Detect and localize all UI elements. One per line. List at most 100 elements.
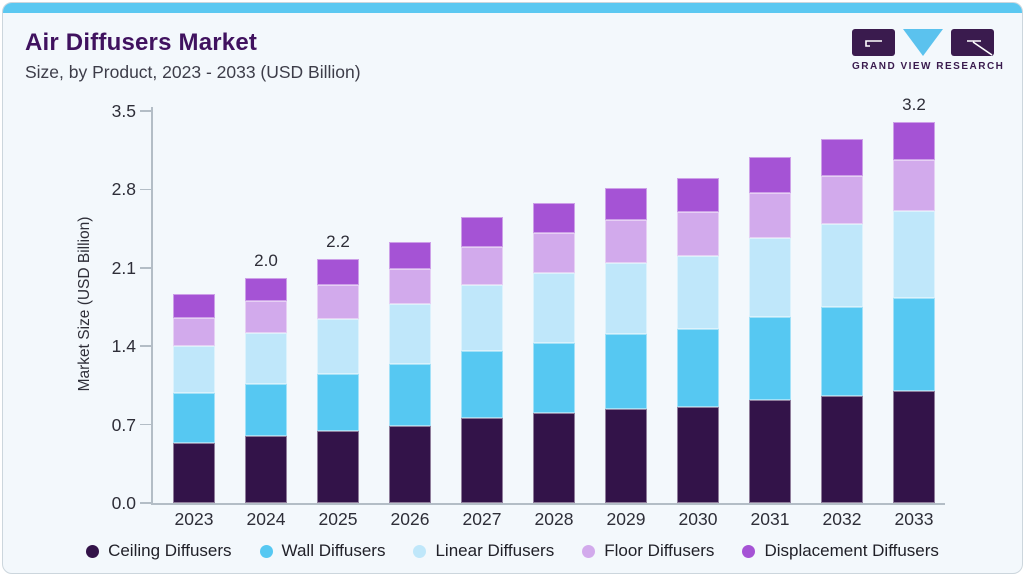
logo-brand-text: GRAND VIEW RESEARCH — [852, 61, 1005, 72]
bar-column-2030 — [662, 89, 734, 503]
bar-column-2033: 3.2 — [878, 89, 950, 503]
segment-displacement-diffusers — [821, 138, 863, 176]
legend-item-ceiling-diffusers: Ceiling Diffusers — [86, 541, 232, 561]
segment-linear-diffusers — [245, 332, 287, 385]
stacked-bar-chart: Market Size (USD Billion) 3.5 2.8 2.1 1.4 0.… — [3, 3, 1022, 573]
logo-shapes — [852, 29, 994, 57]
segment-floor-diffusers — [389, 268, 431, 304]
y-tick-label: 3.5 — [111, 101, 136, 121]
x-axis-label-2023: 2023 — [174, 509, 214, 529]
segment-wall-diffusers — [533, 342, 575, 414]
segment-wall-diffusers — [749, 317, 791, 400]
segment-linear-diffusers — [533, 273, 575, 343]
legend-label: Displacement Diffusers — [764, 541, 939, 560]
segment-wall-diffusers — [677, 329, 719, 407]
segment-displacement-diffusers — [749, 157, 791, 193]
segment-wall-diffusers — [893, 298, 935, 391]
segment-floor-diffusers — [173, 318, 215, 347]
segment-wall-diffusers — [317, 374, 359, 432]
segment-ceiling-diffusers — [389, 425, 431, 503]
segment-floor-diffusers — [317, 284, 359, 320]
segment-ceiling-diffusers — [821, 395, 863, 503]
legend-label: Wall Diffusers — [281, 541, 386, 560]
segment-wall-diffusers — [245, 384, 287, 436]
segment-floor-diffusers — [749, 192, 791, 238]
x-axis-label-2024: 2024 — [246, 509, 286, 529]
segment-ceiling-diffusers — [605, 408, 647, 503]
segment-wall-diffusers — [173, 393, 215, 443]
bar-value-label-2025: 2.2 — [326, 231, 350, 251]
legend-label: Floor Diffusers — [604, 541, 715, 560]
y-tick — [140, 345, 151, 347]
legend-dot-icon — [413, 544, 427, 558]
y-axis-title: Market Size (USD Billion) — [76, 216, 93, 392]
bar-2027 — [461, 217, 503, 503]
bar-2030 — [677, 178, 719, 503]
x-axis-label-2030: 2030 — [678, 509, 718, 529]
segment-linear-diffusers — [317, 319, 359, 375]
bar-2023 — [173, 293, 215, 503]
page-title: Air Diffusers Market — [25, 29, 258, 56]
segment-displacement-diffusers — [317, 258, 359, 285]
segment-displacement-diffusers — [893, 122, 935, 161]
bar-value-label-2033: 3.2 — [902, 95, 926, 115]
segment-linear-diffusers — [677, 255, 719, 330]
y-tick-label: 0.7 — [111, 414, 136, 435]
logo-r-block-icon — [951, 29, 994, 56]
segment-wall-diffusers — [605, 333, 647, 409]
x-axis-label-2029: 2029 — [606, 509, 646, 529]
x-axis-label-2033: 2033 — [894, 509, 934, 529]
segment-ceiling-diffusers — [893, 391, 935, 503]
y-tick — [140, 188, 151, 191]
legend-label: Ceiling Diffusers — [108, 541, 232, 560]
x-axis-label-2028: 2028 — [534, 509, 574, 529]
y-tick — [140, 110, 151, 112]
segment-ceiling-diffusers — [173, 442, 215, 503]
segment-floor-diffusers — [461, 246, 503, 285]
bar-column-2028 — [518, 89, 590, 503]
bar-2024 — [245, 277, 287, 503]
bar-2033 — [893, 122, 935, 503]
bar-column-2029 — [590, 89, 662, 503]
legend-dot-icon — [742, 544, 756, 558]
bar-2031 — [749, 157, 791, 503]
x-axis-label-2031: 2031 — [750, 509, 790, 529]
bar-column-2032 — [806, 89, 878, 503]
segment-displacement-diffusers — [245, 277, 287, 302]
y-tick-label: 2.1 — [111, 257, 136, 278]
x-axis-label-2027: 2027 — [462, 509, 502, 529]
segment-floor-diffusers — [533, 233, 575, 274]
legend-item-linear-diffusers: Linear Diffusers — [413, 541, 554, 561]
y-tick — [140, 502, 151, 504]
y-tick — [140, 423, 151, 426]
segment-wall-diffusers — [389, 364, 431, 426]
segment-displacement-diffusers — [461, 217, 503, 247]
bar-2029 — [605, 188, 647, 503]
segment-floor-diffusers — [605, 219, 647, 264]
top-accent-bar — [3, 3, 1022, 13]
segment-wall-diffusers — [821, 307, 863, 396]
segment-ceiling-diffusers — [245, 435, 287, 503]
chart-header: Air Diffusers Market Size, by Product, 2… — [25, 29, 361, 83]
legend-dot-icon — [86, 544, 100, 558]
segment-displacement-diffusers — [389, 242, 431, 269]
bar-2026 — [389, 242, 431, 503]
segment-displacement-diffusers — [677, 178, 719, 212]
x-axis-line — [151, 503, 945, 505]
legend-item-displacement-diffusers: Displacement Diffusers — [742, 541, 939, 561]
segment-floor-diffusers — [677, 211, 719, 256]
legend-item-wall-diffusers: Wall Diffusers — [259, 541, 386, 561]
segment-displacement-diffusers — [605, 188, 647, 220]
bar-2025 — [317, 258, 359, 503]
segment-floor-diffusers — [893, 160, 935, 211]
legend-label: Linear Diffusers — [435, 541, 555, 560]
segment-linear-diffusers — [173, 346, 215, 394]
segment-floor-diffusers — [821, 175, 863, 225]
chart-legend: Ceiling Diffusers Wall Diffusers Linear Di… — [3, 541, 1022, 561]
bar-column-2026 — [374, 89, 446, 503]
y-tick-label: 0.0 — [111, 493, 136, 513]
segment-ceiling-diffusers — [749, 400, 791, 503]
x-axis-label-2032: 2032 — [822, 509, 862, 529]
y-axis-line — [151, 107, 153, 504]
